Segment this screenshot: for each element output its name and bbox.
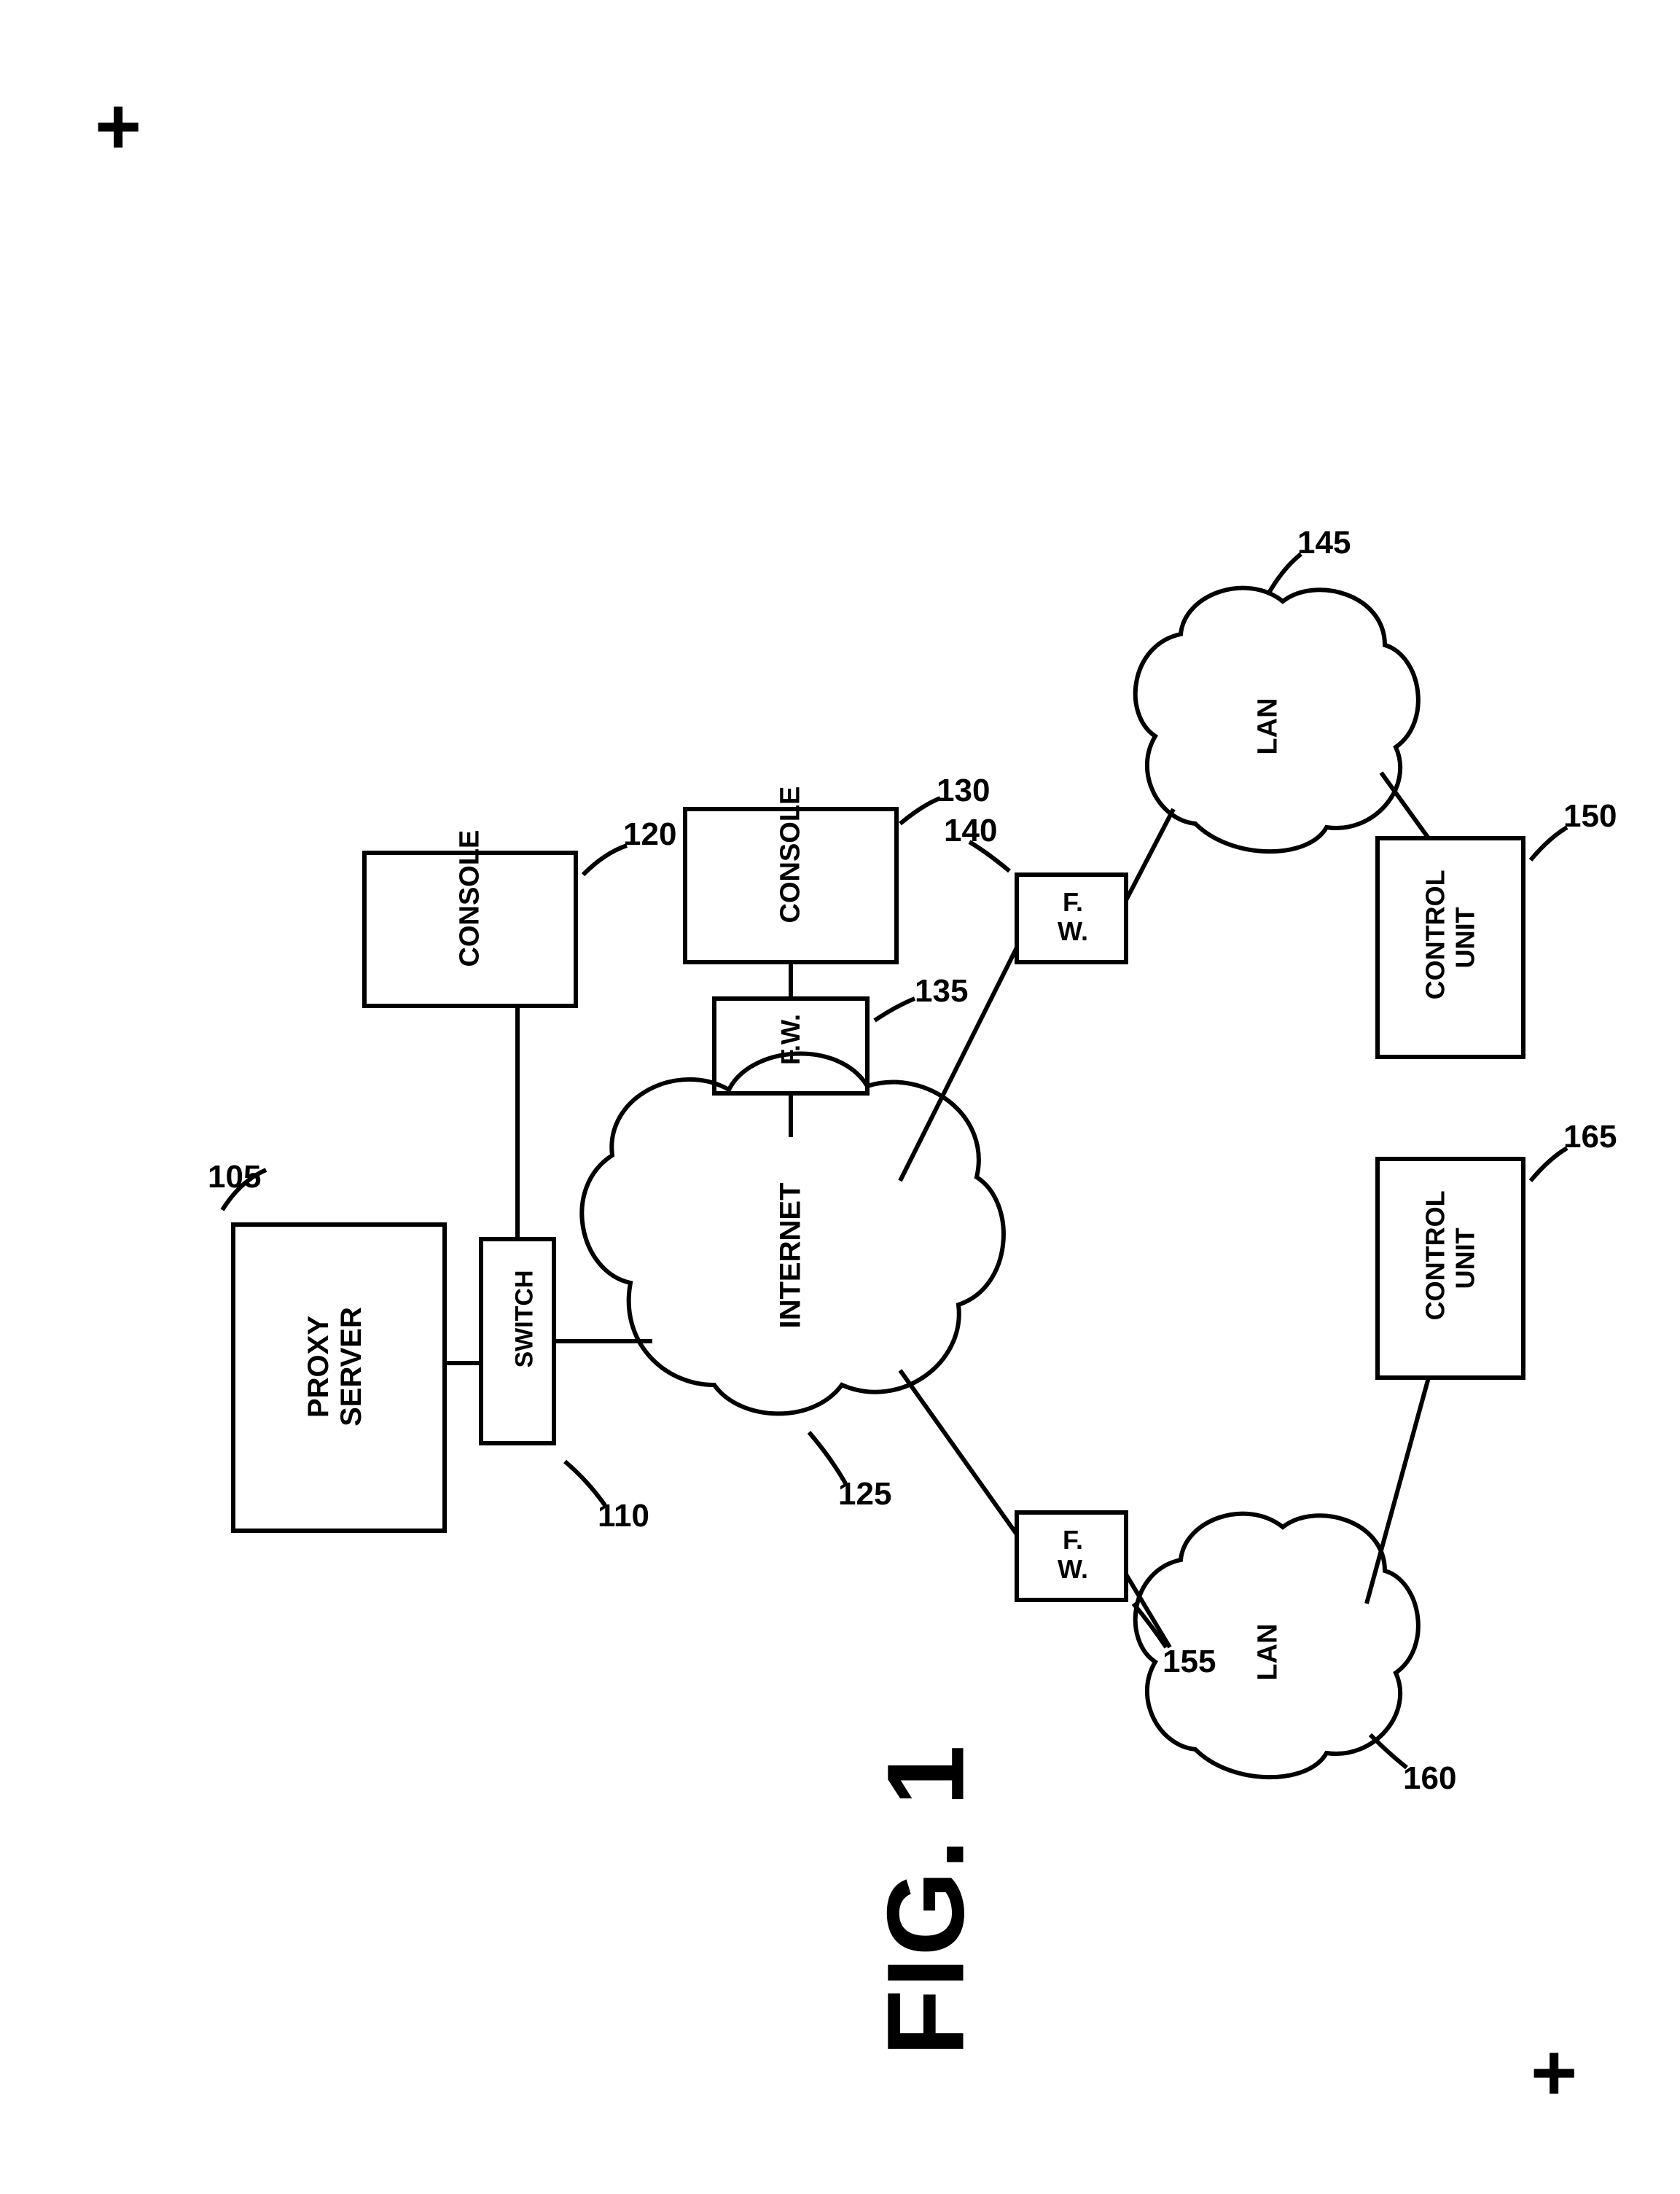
cu-top-label: CONTROL UNIT — [1421, 875, 1481, 999]
figure-canvas: PROXY SERVER SWITCH CONSOLE CONSOLE F.W.… — [0, 0, 1680, 2194]
cu-bot-label: CONTROL UNIT — [1421, 1196, 1481, 1320]
ref-125: 125 — [838, 1476, 891, 1512]
lan-top-label: LAN — [1253, 694, 1284, 760]
ref-165: 165 — [1563, 1119, 1617, 1155]
internet-label: INTERNET — [775, 1183, 808, 1329]
ref-130: 130 — [937, 773, 990, 809]
ref-145: 145 — [1297, 525, 1351, 561]
ref-135: 135 — [915, 973, 968, 1010]
ref-120: 120 — [623, 816, 676, 853]
diagram-svg — [0, 0, 1680, 2194]
ref-140: 140 — [944, 813, 997, 849]
ref-160: 160 — [1403, 1760, 1456, 1797]
crop-mark-tl: + — [95, 80, 141, 173]
lan-bot-label: LAN — [1253, 1620, 1284, 1685]
crop-mark-br: + — [1531, 2026, 1577, 2119]
ref-105: 105 — [208, 1159, 261, 1195]
figure-caption: FIG. 1 — [863, 1718, 989, 2082]
fw-top-label: F. W. — [1044, 888, 1102, 945]
console2-label: CONSOLE — [775, 807, 807, 924]
proxy-server-label: PROXY SERVER — [302, 1301, 368, 1432]
console1-label: CONSOLE — [455, 851, 486, 967]
ref-155: 155 — [1163, 1644, 1216, 1680]
switch-label: SWITCH — [511, 1265, 539, 1374]
ref-150: 150 — [1563, 798, 1617, 835]
fw-center-label: F.W. — [775, 1010, 806, 1069]
ref-110: 110 — [598, 1498, 649, 1534]
fw-bot-label: F. W. — [1044, 1526, 1102, 1583]
